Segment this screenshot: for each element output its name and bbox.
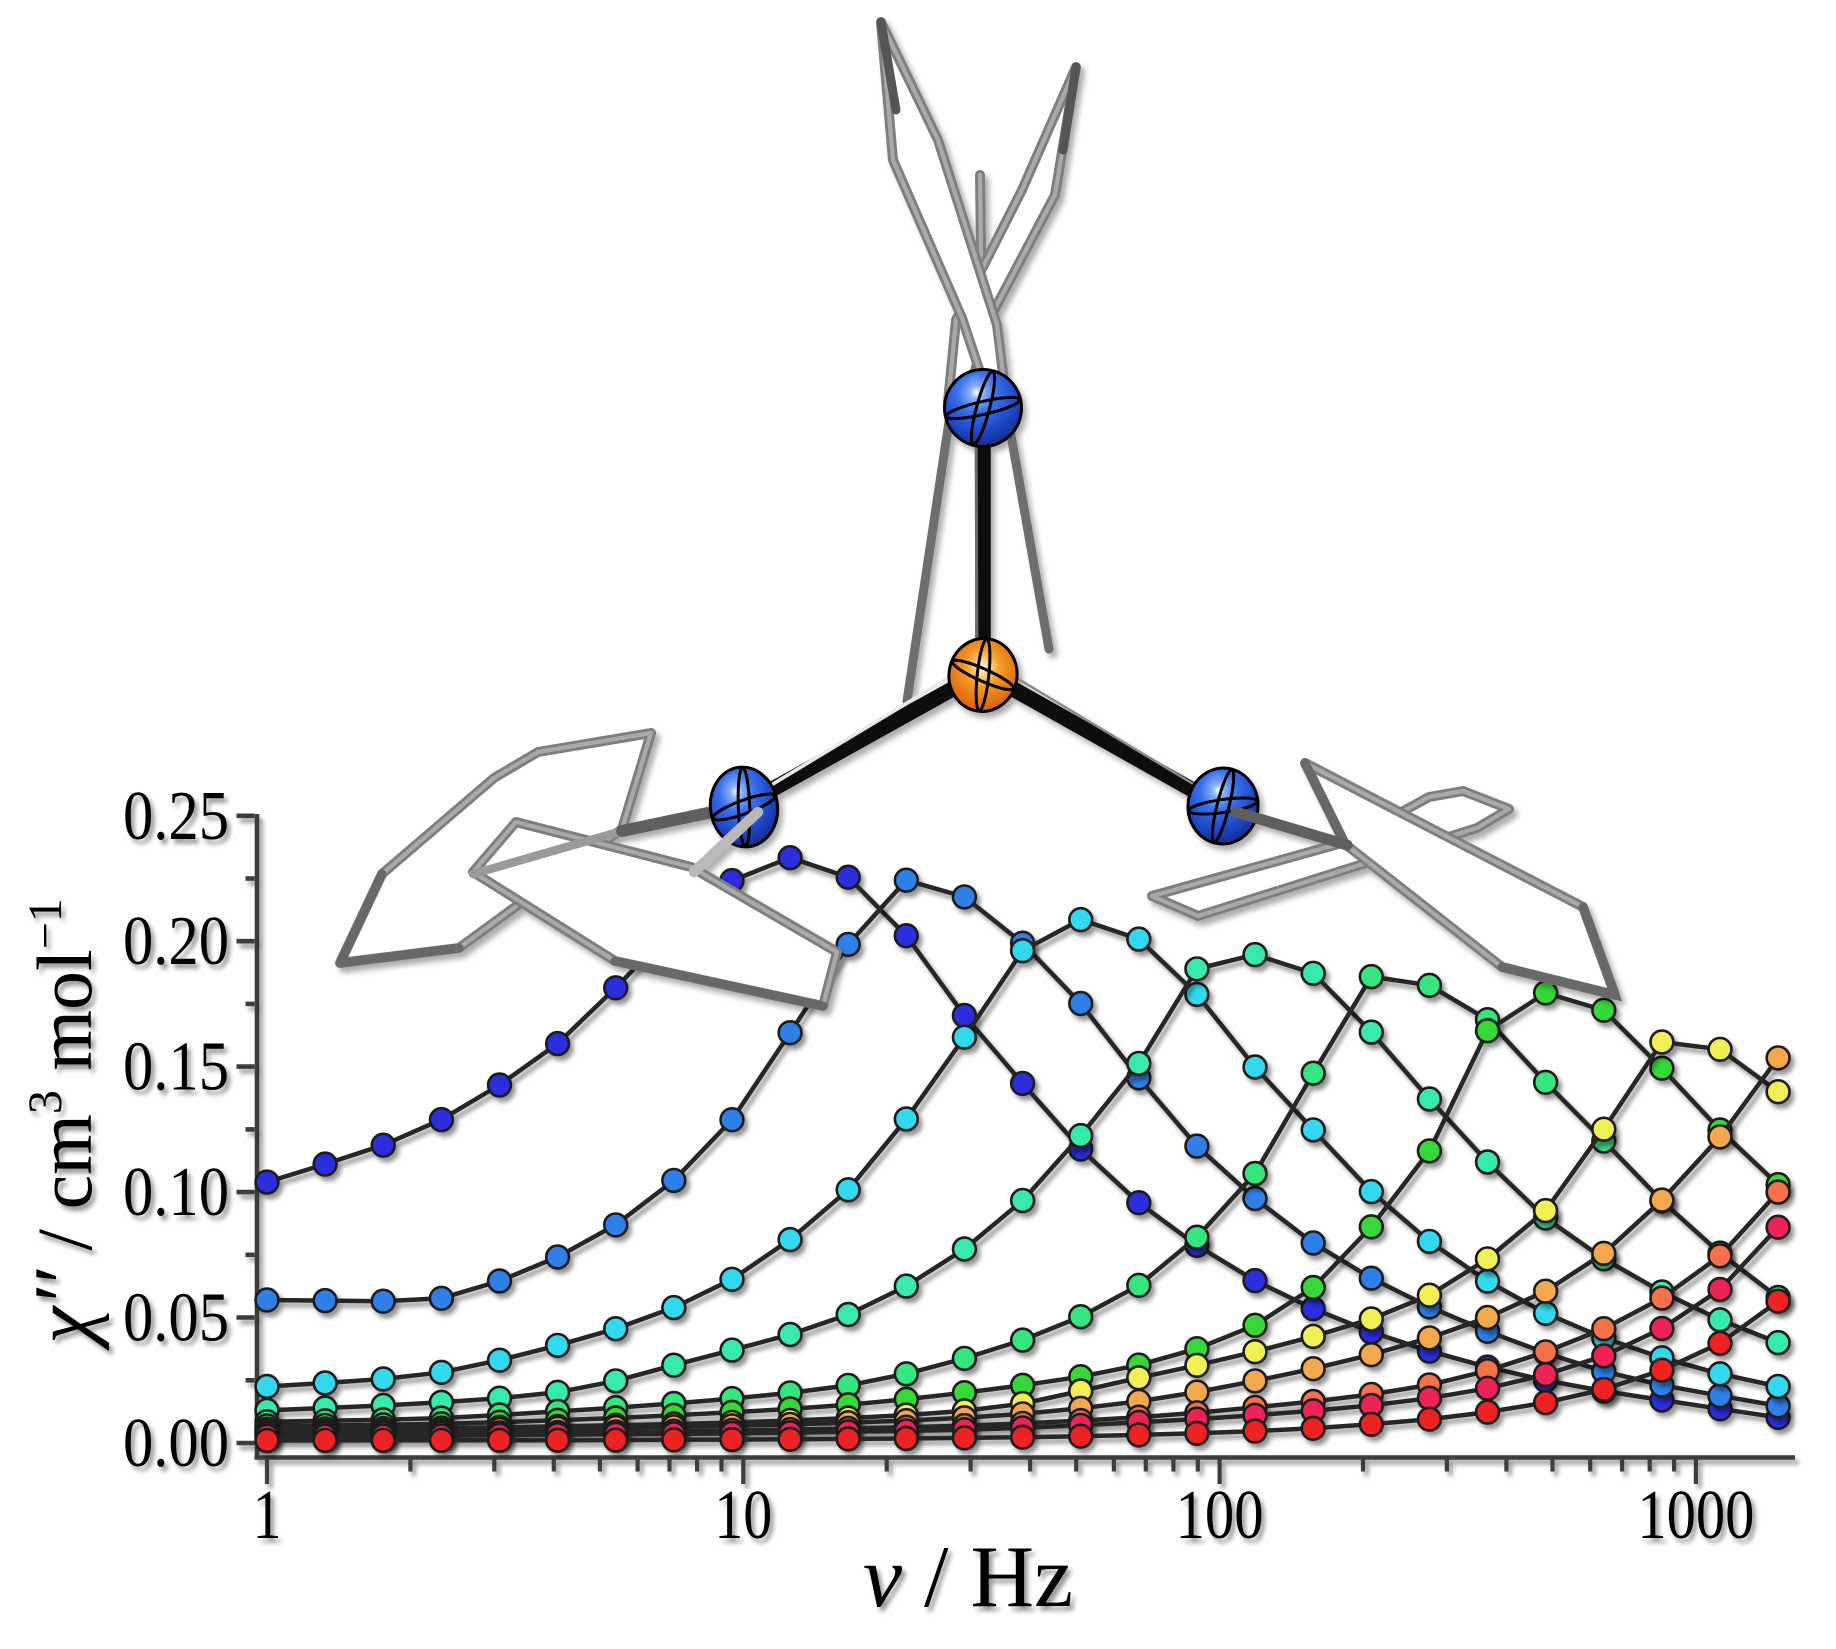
svg-text:0.00: 0.00 xyxy=(123,1405,229,1482)
svg-text:χ′′ / cm3 mol−1: χ′′ / cm3 mol−1 xyxy=(17,898,110,1351)
svg-text:10: 10 xyxy=(714,1477,772,1554)
svg-text:1000: 1000 xyxy=(1637,1477,1754,1554)
svg-text:100: 100 xyxy=(1176,1477,1264,1554)
svg-text:ν / Hz: ν / Hz xyxy=(863,1529,1073,1626)
svg-text:1: 1 xyxy=(253,1477,282,1554)
svg-text:0.20: 0.20 xyxy=(123,903,229,980)
svg-text:0.15: 0.15 xyxy=(123,1029,229,1106)
svg-text:0.05: 0.05 xyxy=(123,1280,229,1357)
svg-text:0.25: 0.25 xyxy=(123,778,229,855)
svg-text:0.10: 0.10 xyxy=(123,1154,229,1231)
